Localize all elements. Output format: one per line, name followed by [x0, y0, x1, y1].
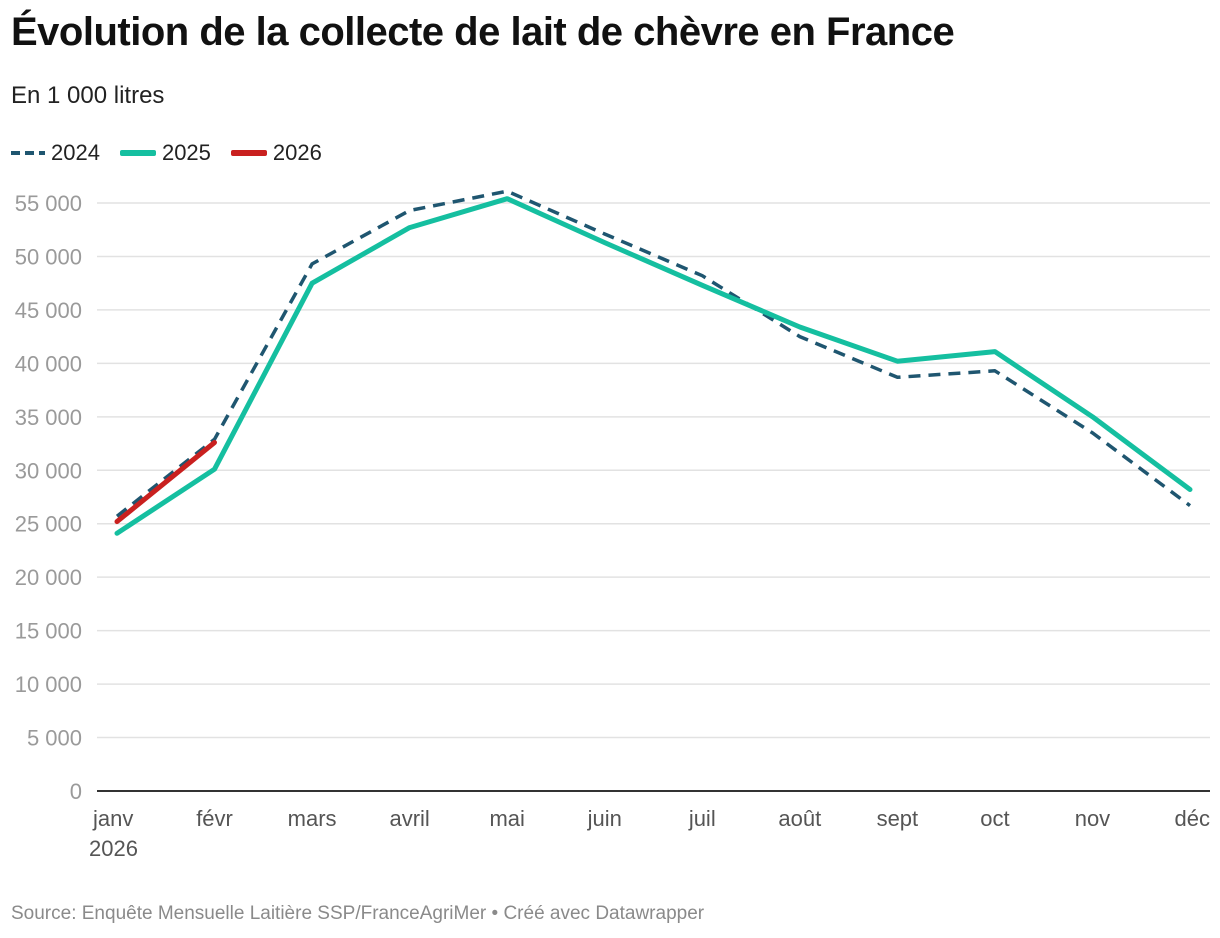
y-tick-label: 40 000: [15, 351, 82, 376]
y-tick-label: 50 000: [15, 244, 82, 269]
x-tick-label: juin: [587, 806, 622, 831]
chart-subtitle: En 1 000 litres: [11, 82, 165, 109]
x-tick-label: déc: [1175, 806, 1210, 831]
x-axis-ticks: janv févr mars avril mai juin juil août sept oct n…: [89, 806, 1210, 860]
x-tick-sublabel: 2026: [89, 836, 138, 860]
legend-item-2025: 2025: [119, 140, 211, 166]
legend-label-2025: 2025: [161, 140, 211, 165]
x-tick-label: sept: [877, 806, 919, 831]
legend-swatch-2025: [119, 150, 156, 156]
grid-lines: [97, 202, 1210, 792]
x-tick-label: juil: [688, 806, 716, 831]
y-tick-label: 30 000: [15, 458, 82, 483]
x-tick-label: janv: [92, 806, 133, 831]
legend-label-2024: 2024: [51, 140, 100, 165]
series-line-2026: [114, 440, 217, 525]
series-lines: [114, 189, 1193, 536]
x-tick-label: févr: [196, 806, 233, 831]
x-tick-label: mars: [288, 806, 337, 831]
x-tick-label: mai: [489, 806, 524, 831]
x-tick-label: nov: [1075, 806, 1110, 831]
y-tick-label: 15 000: [15, 619, 82, 644]
y-tick-label: 55 000: [15, 191, 82, 216]
legend-item-2024: 2024: [11, 140, 100, 166]
x-tick-label: août: [778, 806, 821, 831]
y-tick-label: 20 000: [15, 565, 82, 590]
y-tick-label: 0: [70, 779, 82, 804]
x-tick-label: oct: [980, 806, 1009, 831]
y-tick-label: 5 000: [27, 726, 82, 751]
y-tick-label: 10 000: [15, 672, 82, 697]
y-tick-label: 25 000: [15, 512, 82, 537]
legend-label-2026: 2026: [272, 140, 322, 165]
series-line-2024: [115, 189, 1192, 518]
line-chart: 0 5 000 10 000 15 000 20 000 25 000 30 000 35 0…: [15, 189, 1210, 860]
legend-swatch-2026: [230, 150, 267, 156]
y-axis-ticks: 0 5 000 10 000 15 000 20 000 25 000 30 000 35 0…: [15, 191, 82, 804]
chart-title: Évolution de la collecte de lait de chèv…: [11, 10, 955, 54]
y-tick-label: 45 000: [15, 298, 82, 323]
series-line-2025: [114, 196, 1193, 536]
legend-swatch-2024: [11, 151, 45, 155]
x-tick-label: avril: [389, 806, 429, 831]
source-note: Source: Enquête Mensuelle Laitière SSP/F…: [11, 903, 705, 924]
legend-item-2026: 2026: [230, 140, 322, 166]
legend: 2024 2025 2026: [11, 138, 342, 168]
y-tick-label: 35 000: [15, 405, 82, 430]
